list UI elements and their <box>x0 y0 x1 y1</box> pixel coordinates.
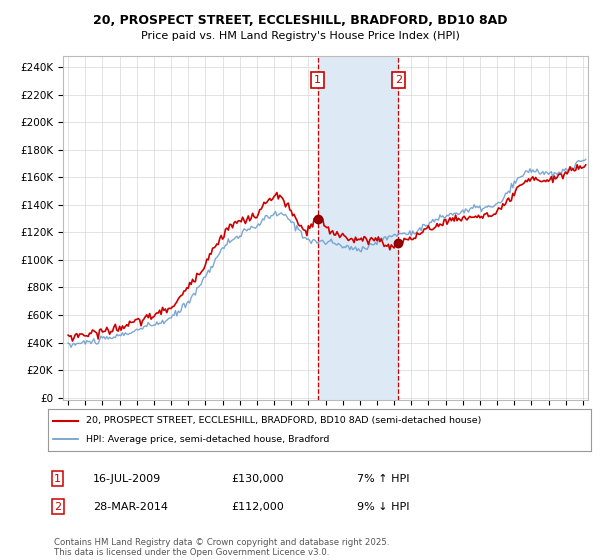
Text: 2: 2 <box>395 75 402 85</box>
Text: Price paid vs. HM Land Registry's House Price Index (HPI): Price paid vs. HM Land Registry's House … <box>140 31 460 41</box>
Text: 1: 1 <box>314 75 321 85</box>
Text: 16-JUL-2009: 16-JUL-2009 <box>93 474 161 484</box>
Text: Contains HM Land Registry data © Crown copyright and database right 2025.
This d: Contains HM Land Registry data © Crown c… <box>54 538 389 557</box>
Text: 28-MAR-2014: 28-MAR-2014 <box>93 502 168 512</box>
Text: 20, PROSPECT STREET, ECCLESHILL, BRADFORD, BD10 8AD: 20, PROSPECT STREET, ECCLESHILL, BRADFOR… <box>93 14 507 27</box>
Text: £112,000: £112,000 <box>231 502 284 512</box>
Text: 1: 1 <box>54 474 61 484</box>
Text: 20, PROSPECT STREET, ECCLESHILL, BRADFORD, BD10 8AD (semi-detached house): 20, PROSPECT STREET, ECCLESHILL, BRADFOR… <box>86 416 481 425</box>
Bar <box>317 56 398 400</box>
Text: 2: 2 <box>54 502 61 512</box>
Text: HPI: Average price, semi-detached house, Bradford: HPI: Average price, semi-detached house,… <box>86 435 329 444</box>
Text: 7% ↑ HPI: 7% ↑ HPI <box>357 474 409 484</box>
Text: 9% ↓ HPI: 9% ↓ HPI <box>357 502 409 512</box>
Text: £130,000: £130,000 <box>231 474 284 484</box>
